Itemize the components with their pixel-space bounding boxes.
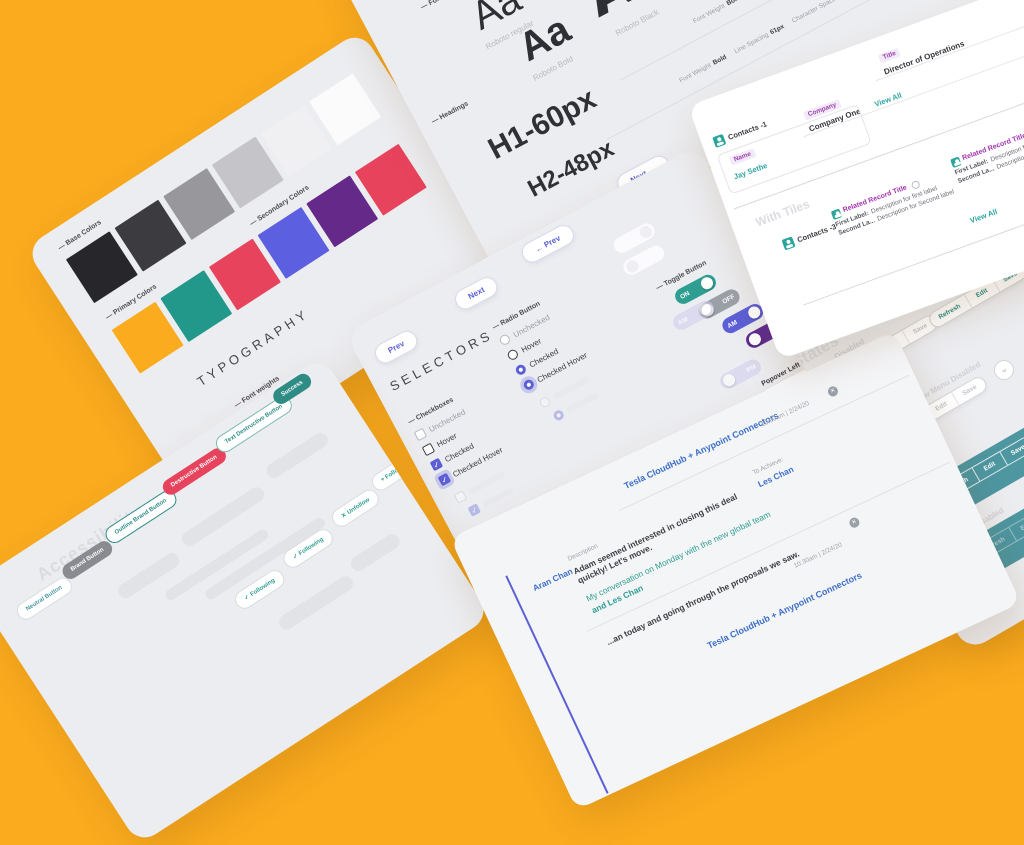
toggle-on-label: ON [678,289,691,301]
contacts-header-label: Contacts -3 [795,221,838,245]
contact-icon [712,133,727,148]
follow-label: + Follow [380,465,404,484]
title-field-label: Title [877,47,902,64]
next-button[interactable]: Next [451,273,502,314]
toggle-disabled-am: AM [670,297,717,333]
following-label: Following [297,536,325,558]
unfollow-button[interactable]: ✕Unfollow [328,485,383,531]
overflow-chevron-disabled: ⌄ [990,356,1018,384]
close-icon[interactable]: ✕ [847,516,862,530]
ghost-label [481,486,515,509]
toggle-knob [624,258,641,275]
radio-icon [522,377,536,392]
toggle-knob [637,223,654,241]
checkbox-icon [421,442,436,457]
follow-button[interactable]: + Follow [368,454,416,494]
checkbox-icon [429,457,444,472]
spec-label: Font Weight [678,61,713,85]
view-all-link[interactable]: View All [968,206,999,226]
with-tiles-watermark: With Tiles [753,196,812,230]
toggle-disabled-pm: PM [717,356,764,392]
radio-icon [538,395,552,410]
type-sample-black: Aa [573,0,679,30]
info-icon [910,179,921,191]
timestamp: 10:30am | 2/24/20 [792,541,844,570]
record-icon [950,156,962,169]
toggle-am-label: AM [726,318,739,330]
ghost-button [276,573,356,633]
toggle-knob [698,275,716,292]
contact-link[interactable]: Aran Chan [531,565,575,594]
radio-icon [514,362,528,377]
related-record-tile[interactable]: Related Record Title First Label:Descrip… [950,119,1024,185]
radio-icon [551,408,566,423]
entry-text: ...an today and going through the propos… [604,548,801,648]
checkbox-icon [467,503,482,517]
toggle-am-label: AM [676,315,690,327]
headings-label: — Headings [430,100,470,126]
name-cell: Name Jay Sethe [716,103,872,195]
checkbox-icon [453,490,468,504]
spec-value: Bold [725,0,742,8]
radio-item-label: Hover [519,336,543,355]
toggle-knob [721,372,738,389]
checkbox-icon [437,472,452,487]
spec-label: Line Spacing [733,31,770,56]
spec-value: 61px [769,23,786,37]
font-weights-label: — Font weights [420,0,469,11]
ghost-button [263,430,331,481]
toggle-pm-label: PM [745,363,758,374]
spec-label: Font Weight [692,2,727,26]
record-icon [830,208,843,221]
toggle-knob [746,304,763,321]
checkbox-label: Hover [435,430,459,449]
spec-value: Bold [711,53,728,67]
ghost-label [566,392,599,414]
radio-icon [506,347,520,362]
related-record-tile[interactable]: Related Record Title First Label:Descrip… [830,171,955,237]
toggle-off-label: OFF [721,292,736,306]
ghost-button [348,531,403,574]
following-label: Following [249,577,277,599]
prev-button[interactable]: Prev [371,327,422,367]
radio-icon [498,332,512,347]
close-icon[interactable]: ✕ [826,384,840,399]
unfollow-label: Unfollow [346,497,371,517]
name-column-label: Name [728,148,757,166]
toggle-knob [696,301,714,318]
contacts-header: Contacts -3 [781,221,838,251]
checkbox-icon [413,427,428,442]
contact-icon [781,236,796,251]
spec-label: Character Spacing [790,0,842,25]
contact-name-link[interactable]: Jay Sethe [732,160,769,182]
toggle-knob [746,331,764,348]
